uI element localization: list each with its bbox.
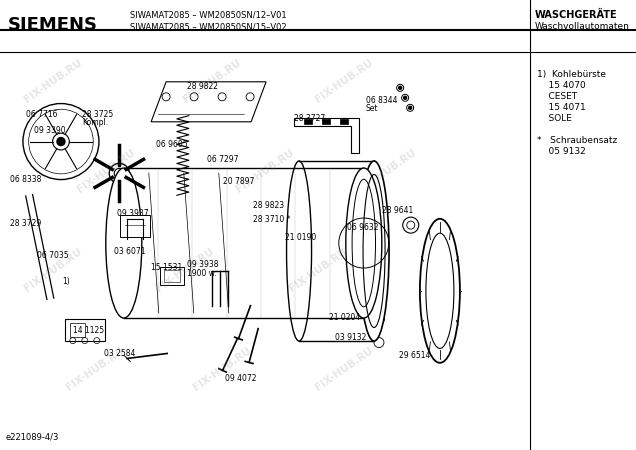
Text: FIX-HUB.RU: FIX-HUB.RU — [356, 147, 418, 195]
Text: Kompl.: Kompl. — [82, 117, 108, 126]
Text: 09 3938: 09 3938 — [186, 260, 218, 269]
Text: 21 0190: 21 0190 — [285, 233, 316, 242]
Text: 28 3710 *: 28 3710 * — [253, 215, 291, 224]
Text: 06 7716: 06 7716 — [27, 110, 58, 119]
Bar — [164, 270, 180, 282]
Ellipse shape — [106, 168, 142, 318]
Circle shape — [368, 310, 384, 327]
Text: 28 3729: 28 3729 — [10, 219, 41, 228]
Text: FIX-HUB.RU: FIX-HUB.RU — [22, 246, 84, 294]
Text: FIX-HUB.RU: FIX-HUB.RU — [181, 57, 243, 105]
Text: FIX-HUB.RU: FIX-HUB.RU — [22, 57, 84, 105]
Text: 09 3390: 09 3390 — [34, 126, 66, 135]
Text: 15 4071: 15 4071 — [537, 103, 586, 112]
Ellipse shape — [420, 219, 460, 363]
Text: CESET: CESET — [537, 92, 577, 101]
Text: FIX-HUB.RU: FIX-HUB.RU — [287, 246, 349, 294]
Text: FIX-HUB.RU: FIX-HUB.RU — [65, 345, 126, 393]
Text: Waschvollautomaten: Waschvollautomaten — [535, 22, 630, 31]
Bar — [340, 119, 348, 124]
Bar — [160, 267, 184, 285]
Circle shape — [399, 86, 402, 89]
Text: WASCHGERÄTE: WASCHGERÄTE — [535, 10, 618, 20]
Text: 03 2584: 03 2584 — [104, 348, 135, 357]
Text: FIX-HUB.RU: FIX-HUB.RU — [314, 345, 375, 393]
Text: 28 9822: 28 9822 — [186, 82, 218, 91]
Text: 28 3725: 28 3725 — [82, 110, 113, 119]
Text: 06 7297: 06 7297 — [207, 156, 238, 165]
Text: 28 9641: 28 9641 — [382, 207, 413, 216]
Text: 06 7035: 06 7035 — [37, 251, 69, 260]
Text: 15 4070: 15 4070 — [537, 81, 586, 90]
Text: FIX-HUB.RU: FIX-HUB.RU — [314, 57, 375, 105]
Text: 09 4072: 09 4072 — [225, 374, 257, 383]
Text: 21 0204: 21 0204 — [329, 313, 360, 322]
Ellipse shape — [346, 168, 382, 318]
Text: SIEMENS: SIEMENS — [8, 16, 98, 34]
Text: *   Schraubensatz: * Schraubensatz — [537, 136, 618, 145]
Text: 1900 w.: 1900 w. — [186, 269, 216, 278]
Ellipse shape — [359, 161, 389, 341]
Text: 09 3937: 09 3937 — [116, 209, 148, 218]
Text: 14 1125: 14 1125 — [73, 326, 104, 335]
Text: SOLE: SOLE — [537, 114, 572, 123]
Text: 1): 1) — [62, 277, 71, 286]
Bar — [120, 215, 150, 237]
Text: FIX-HUB.RU: FIX-HUB.RU — [75, 147, 137, 195]
Circle shape — [57, 138, 65, 145]
Text: 06 8344: 06 8344 — [366, 96, 398, 105]
Bar — [70, 323, 85, 337]
Bar — [322, 119, 329, 124]
Polygon shape — [151, 82, 266, 122]
Circle shape — [403, 217, 418, 233]
Text: 06 9632: 06 9632 — [347, 223, 378, 232]
Text: 05 9132: 05 9132 — [537, 147, 586, 156]
Text: Set: Set — [366, 104, 378, 113]
Text: 28 3727: 28 3727 — [294, 114, 326, 123]
Text: e221089-4/3: e221089-4/3 — [6, 433, 59, 442]
Polygon shape — [294, 117, 359, 153]
Text: 06 8338: 06 8338 — [10, 176, 41, 184]
Text: 29 6514: 29 6514 — [399, 351, 430, 360]
Bar — [65, 319, 105, 341]
Text: 15 1531: 15 1531 — [151, 263, 183, 272]
Circle shape — [404, 96, 406, 99]
Text: FIX-HUB.RU: FIX-HUB.RU — [234, 147, 296, 195]
Text: FIX-HUB.RU: FIX-HUB.RU — [155, 246, 216, 294]
Circle shape — [409, 106, 411, 109]
Bar — [303, 119, 312, 124]
Ellipse shape — [287, 161, 312, 341]
Text: 1)  Kohlebürste: 1) Kohlebürste — [537, 70, 606, 79]
Text: 06 9605: 06 9605 — [156, 140, 188, 148]
Text: SIWAMAT2085 – WM20850SN/15–V02: SIWAMAT2085 – WM20850SN/15–V02 — [130, 22, 287, 31]
Text: 03 9132: 03 9132 — [336, 333, 367, 342]
Text: 28 9823: 28 9823 — [253, 201, 284, 210]
Text: 03 6071: 03 6071 — [114, 247, 146, 256]
Text: SIWAMAT2085 – WM20850SN/12–V01: SIWAMAT2085 – WM20850SN/12–V01 — [130, 10, 287, 19]
Text: 20 7897: 20 7897 — [223, 177, 254, 186]
Text: FIX-HUB.RU: FIX-HUB.RU — [192, 345, 253, 393]
